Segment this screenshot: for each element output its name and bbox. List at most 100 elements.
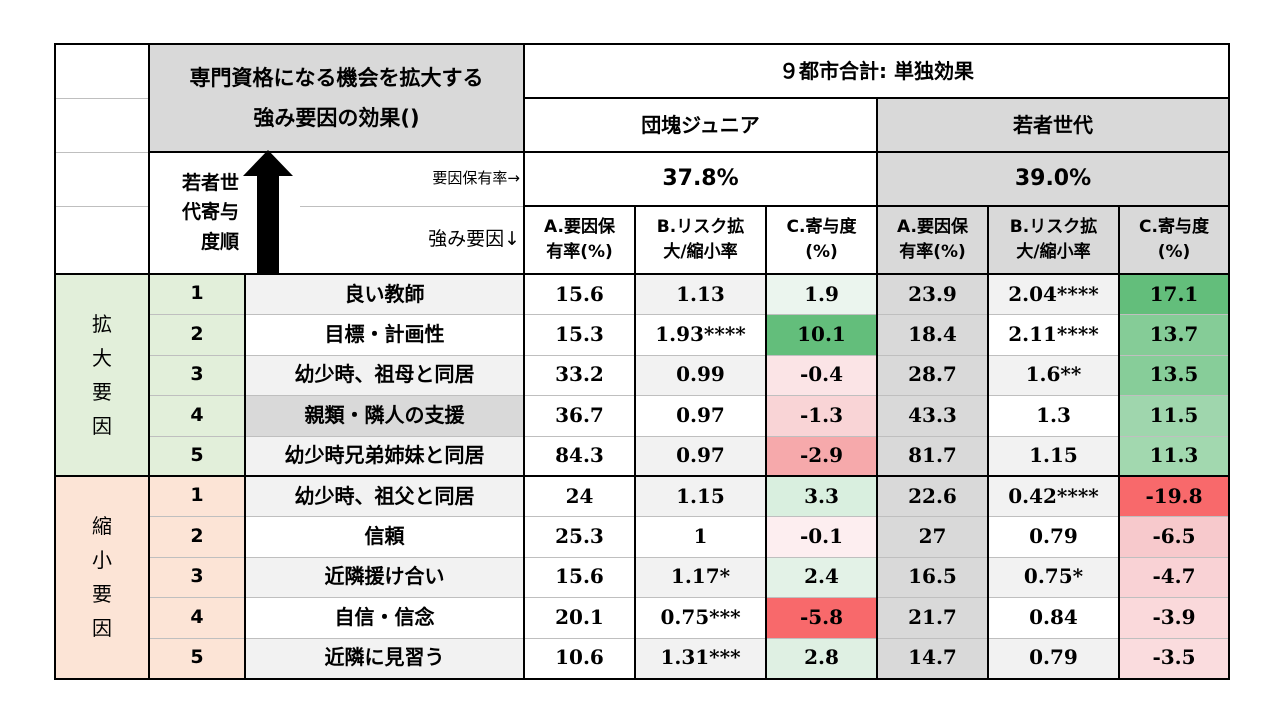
value-cell: 0.97 bbox=[635, 395, 766, 436]
group1-header: 団塊ジュニア bbox=[641, 112, 760, 137]
row-divider bbox=[149, 354, 1229, 356]
value-cell: 33.2 bbox=[524, 354, 635, 396]
value-cell: 84.3 bbox=[524, 435, 635, 476]
factor-cell: 信頼 bbox=[245, 516, 524, 557]
group-label: 縮小要因 bbox=[55, 476, 149, 678]
factor-cell: 幼少時、祖母と同居 bbox=[245, 354, 524, 396]
colB-text-g2: B.リスク拡大/縮小率 bbox=[1009, 217, 1098, 262]
rank-cell: 1 bbox=[149, 274, 245, 315]
group1-rate: 37.8% bbox=[662, 166, 739, 192]
value-cell: -3.9 bbox=[1119, 597, 1229, 638]
up-arrow-icon bbox=[243, 150, 293, 274]
value-cell: 0.42**** bbox=[988, 476, 1119, 517]
value-cell: 28.7 bbox=[877, 354, 988, 396]
value-cell: 0.99 bbox=[635, 354, 766, 396]
rank-cell: 4 bbox=[149, 395, 245, 436]
colC-header-g1: C.寄与度(%) bbox=[766, 206, 877, 274]
value-cell: -6.5 bbox=[1119, 516, 1229, 557]
value-cell: 1.17* bbox=[635, 556, 766, 598]
row-divider bbox=[149, 395, 1229, 397]
value-cell: -0.1 bbox=[766, 516, 877, 557]
value-cell: 1.3 bbox=[988, 395, 1119, 436]
factor-cell: 近隣援け合い bbox=[245, 556, 524, 598]
value-cell: -2.9 bbox=[766, 435, 877, 476]
colA-header-g2: A.要因保有率(%) bbox=[877, 206, 988, 274]
colC-header-g2: C.寄与度(%) bbox=[1119, 206, 1229, 274]
colC-text-g2: C.寄与度(%) bbox=[1139, 217, 1209, 262]
value-cell: 0.97 bbox=[635, 435, 766, 476]
row-divider bbox=[149, 516, 1229, 518]
table-title-line1: 専門資格になる機会を拡大する bbox=[189, 65, 484, 90]
total-label: ９都市合計: 単独効果 bbox=[779, 58, 974, 83]
factor-cell: 幼少時、祖父と同居 bbox=[245, 476, 524, 517]
colA-text-g1: A.要因保有率(%) bbox=[544, 217, 615, 262]
table-title: 専門資格になる機会を拡大する 強み要因の効果() bbox=[149, 44, 524, 152]
value-cell: 0.79 bbox=[988, 637, 1119, 678]
value-cell: 20.1 bbox=[524, 597, 635, 638]
row-divider bbox=[149, 435, 1229, 437]
value-cell: 1.9 bbox=[766, 274, 877, 315]
colB-header-g1: B.リスク拡大/縮小率 bbox=[635, 206, 766, 274]
value-cell: -19.8 bbox=[1119, 476, 1229, 517]
row-divider bbox=[149, 597, 1229, 599]
rank-cell: 5 bbox=[149, 435, 245, 476]
row-divider bbox=[149, 637, 1229, 639]
value-cell: -4.7 bbox=[1119, 556, 1229, 598]
rank-cell: 2 bbox=[149, 516, 245, 557]
value-cell: 3.3 bbox=[766, 476, 877, 517]
group2-rate: 39.0% bbox=[877, 152, 1229, 206]
rank-cell: 4 bbox=[149, 597, 245, 638]
value-cell: 11.3 bbox=[1119, 435, 1229, 476]
value-cell: 18.4 bbox=[877, 314, 988, 355]
value-cell: -3.5 bbox=[1119, 637, 1229, 678]
factor-cell: 良い教師 bbox=[245, 274, 524, 315]
value-cell: 1.13 bbox=[635, 274, 766, 315]
value-cell: 15.6 bbox=[524, 556, 635, 598]
value-cell: 1.15 bbox=[988, 435, 1119, 476]
value-cell: 25.3 bbox=[524, 516, 635, 557]
value-cell: 1.6** bbox=[988, 354, 1119, 396]
value-cell: 43.3 bbox=[877, 395, 988, 436]
rank-cell: 1 bbox=[149, 476, 245, 517]
group-label: 拡大要因 bbox=[55, 274, 149, 476]
rank-label: 若者世代寄与度順 bbox=[149, 152, 245, 274]
value-cell: 1.15 bbox=[635, 476, 766, 517]
value-cell: 16.5 bbox=[877, 556, 988, 598]
value-cell: -5.8 bbox=[766, 597, 877, 638]
factor-label: 強み要因↓ bbox=[428, 228, 520, 251]
value-cell: 2.8 bbox=[766, 637, 877, 678]
value-cell: 36.7 bbox=[524, 395, 635, 436]
value-cell: 11.5 bbox=[1119, 395, 1229, 436]
row-divider bbox=[149, 556, 1229, 558]
colC-text-g1: C.寄与度(%) bbox=[786, 217, 857, 262]
value-cell: 21.7 bbox=[877, 597, 988, 638]
value-cell: 27 bbox=[877, 516, 988, 557]
table-title-line2: 強み要因の効果() bbox=[253, 106, 420, 130]
group-label-text: 拡大要因 bbox=[92, 312, 112, 438]
factor-cell: 近隣に見習う bbox=[245, 637, 524, 678]
value-cell: -1.3 bbox=[766, 395, 877, 436]
factor-cell: 幼少時兄弟姉妹と同居 bbox=[245, 435, 524, 476]
rank-label-text: 若者世代寄与度順 bbox=[181, 171, 239, 253]
value-cell: 10.1 bbox=[766, 314, 877, 355]
value-cell: 1.31*** bbox=[635, 637, 766, 678]
value-cell: 81.7 bbox=[877, 435, 988, 476]
value-cell: 0.75*** bbox=[635, 597, 766, 638]
value-cell: 1.93**** bbox=[635, 314, 766, 355]
prevalence-label: 要因保有率→ bbox=[432, 169, 520, 188]
rank-cell: 2 bbox=[149, 314, 245, 355]
colA-header-g1: A.要因保有率(%) bbox=[524, 206, 635, 274]
value-cell: 17.1 bbox=[1119, 274, 1229, 315]
value-cell: 2.4 bbox=[766, 556, 877, 598]
rank-cell: 3 bbox=[149, 354, 245, 396]
value-cell: 13.5 bbox=[1119, 354, 1229, 396]
factor-cell: 自信・信念 bbox=[245, 597, 524, 638]
value-cell: 24 bbox=[524, 476, 635, 517]
value-cell: 22.6 bbox=[877, 476, 988, 517]
colB-header-g2: B.リスク拡大/縮小率 bbox=[988, 206, 1119, 274]
factor-cell: 目標・計画性 bbox=[245, 314, 524, 355]
value-cell: 2.11**** bbox=[988, 314, 1119, 355]
group2-header: 若者世代 bbox=[877, 98, 1229, 152]
value-cell: 15.6 bbox=[524, 274, 635, 315]
